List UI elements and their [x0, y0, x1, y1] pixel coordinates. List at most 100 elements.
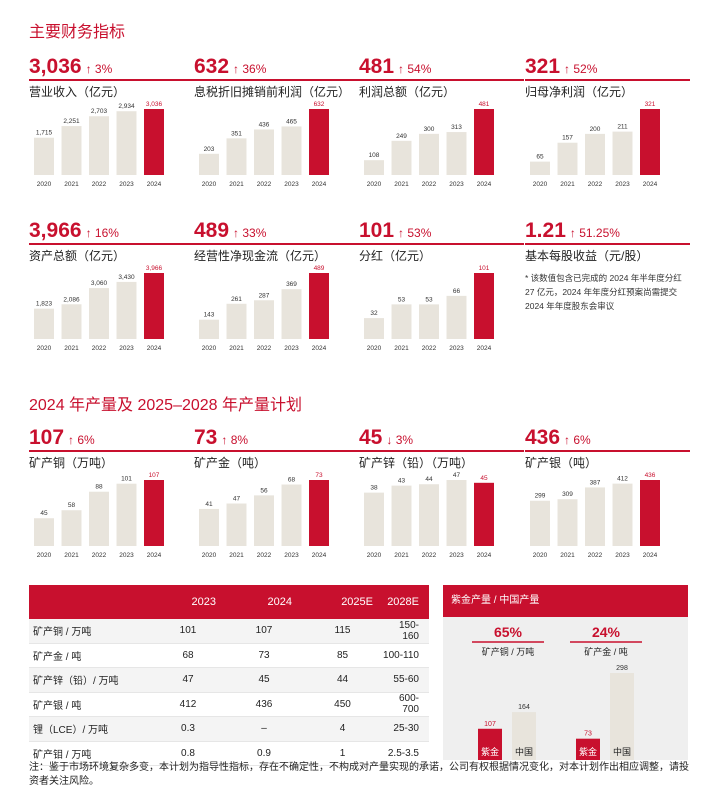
metric-change: ↑ 6%	[68, 433, 95, 447]
year-label: 2024	[643, 181, 658, 188]
table-cell: 45	[226, 667, 302, 693]
bar	[226, 503, 247, 546]
bar-value-label: 3,036	[146, 101, 163, 108]
metric-value: 489	[194, 219, 230, 242]
bar	[530, 161, 550, 175]
table-row: 矿产金 / 吨 68 73 85 100-110	[29, 643, 429, 668]
table-cell: 107	[226, 619, 302, 644]
bar-value-label: 3,430	[118, 274, 135, 281]
year-label: 2022	[422, 345, 437, 352]
table-row: 锂（LCE）/ 万吨 0.3–4 25-30	[29, 716, 429, 742]
bar-value-label: 3,060	[91, 280, 108, 287]
bar-value-label: 66	[453, 288, 461, 295]
year-label: 2020	[202, 552, 217, 559]
bar	[585, 133, 605, 175]
bar-value-label: 43	[398, 478, 406, 485]
bar	[61, 126, 82, 175]
bar	[640, 480, 660, 546]
metric-value: 632	[194, 55, 230, 78]
bar-value-label: 481	[479, 101, 490, 108]
bar	[199, 153, 219, 175]
bar-value-label: 101	[479, 265, 490, 272]
year-label: 2023	[119, 552, 134, 559]
comparison-percent: 24%	[592, 624, 621, 640]
metric-card: 632 ↑ 36% 息税折旧摊销前利润（亿元） 203 2020 351 2021 436 20…	[194, 55, 359, 195]
bar	[144, 109, 164, 175]
bar-value-label: 211	[617, 124, 628, 131]
bar	[612, 131, 633, 175]
bar-value-label: 53	[425, 296, 433, 303]
year-label: 2022	[257, 345, 272, 352]
metric-bar-chart: 1,823 2020 2,086 2021 3,060 2022 3,430 2023 3,96…	[34, 265, 164, 352]
bar-value-label: 3,966	[146, 265, 163, 272]
year-label: 2021	[229, 552, 244, 559]
bar	[116, 281, 137, 339]
table-cell: 150-160	[383, 619, 429, 644]
metric-change: ↑ 36%	[233, 62, 267, 76]
bar-value-label: 321	[645, 101, 656, 108]
metric-card: 107 ↑ 6% 矿产铜（万吨） 45 2020 58 2021 88 2022 101 2023 1…	[29, 426, 194, 566]
bar-value-label: 387	[590, 479, 601, 486]
comparison-bar-china	[512, 712, 536, 760]
table-cell: 412	[150, 692, 226, 717]
bar	[309, 273, 329, 339]
bar	[34, 137, 54, 175]
section-title-financial: 主要财务指标	[29, 24, 126, 41]
bar-value-label: 1,823	[36, 301, 53, 308]
bar	[364, 492, 384, 546]
metric-bar-chart: 1,715 2020 2,251 2021 2,703 2022 2,934 2023 3,03…	[34, 101, 164, 188]
metric-value: 107	[29, 426, 65, 449]
metric-header: 489 ↑ 33%	[194, 219, 359, 245]
metric-header: 101 ↑ 53%	[359, 219, 524, 245]
bar	[309, 109, 329, 175]
bar	[474, 273, 494, 339]
bar	[612, 483, 633, 546]
year-label: 2023	[119, 181, 134, 188]
year-label: 2022	[588, 181, 603, 188]
bar-value-label: 143	[204, 312, 215, 319]
year-label: 2023	[449, 345, 464, 352]
bar	[391, 140, 412, 175]
metric-header: 436 ↑ 6%	[525, 426, 690, 452]
bar	[419, 133, 439, 175]
bar-value-label: 436	[645, 472, 656, 479]
table-row: 矿产钼 / 万吨 0.8 0.9 1 2.5-3.5	[29, 741, 429, 766]
comparison-value-label: 73	[584, 731, 592, 738]
metric-header: 45 ↓ 3%	[359, 426, 524, 452]
year-label: 2023	[284, 552, 299, 559]
year-label: 2022	[422, 181, 437, 188]
bar-value-label: 200	[590, 126, 601, 133]
year-label: 2024	[477, 552, 492, 559]
metric-header: 3,036 ↑ 3%	[29, 55, 194, 81]
eps-note: * 该数值包含已完成的 2024 年半年度分红 27 亿元，2024 年年度分红…	[525, 273, 682, 311]
year-label: 2024	[147, 552, 162, 559]
metric-label: 营业收入（亿元）	[29, 85, 126, 99]
table-cell: 1	[302, 741, 383, 766]
table-header-cell: 2023	[150, 585, 226, 619]
metric-label: 利润总额（亿元）	[359, 85, 456, 99]
bar	[391, 304, 412, 339]
year-label: 2021	[64, 181, 79, 188]
metric-change: ↑ 8%	[221, 433, 249, 447]
bar	[446, 132, 467, 175]
section-title-production: 2024 年产量及 2025–2028 年产量计划	[29, 397, 303, 414]
metric-bar-chart: 143 2020 261 2021 287 2022 369 2023 489 2024	[199, 265, 329, 352]
metric-value: 3,036	[29, 55, 82, 78]
bar	[419, 484, 439, 546]
comparison-value-label: 107	[484, 721, 496, 728]
bar-value-label: 632	[314, 101, 325, 108]
metric-value: 101	[359, 219, 395, 242]
bar-value-label: 351	[231, 130, 242, 137]
bar-value-label: 56	[260, 487, 268, 494]
year-label: 2024	[477, 181, 492, 188]
bar-value-label: 2,934	[118, 103, 135, 110]
metric-change: ↑ 53%	[398, 226, 432, 240]
metric-change: ↑ 51.25%	[569, 226, 620, 240]
table-row: 矿产银 / 吨 412 436 450 600-700	[29, 692, 429, 717]
table-header-row: 2023 2024 2025E 2028E	[29, 585, 429, 619]
bar	[640, 109, 660, 175]
metric-label: 矿产铜（万吨）	[29, 456, 114, 470]
production-table: 2023 2024 2025E 2028E 矿产铜 / 万吨 101 107 115 1…	[29, 585, 429, 766]
year-label: 2023	[449, 181, 464, 188]
metric-header: 107 ↑ 6%	[29, 426, 194, 452]
